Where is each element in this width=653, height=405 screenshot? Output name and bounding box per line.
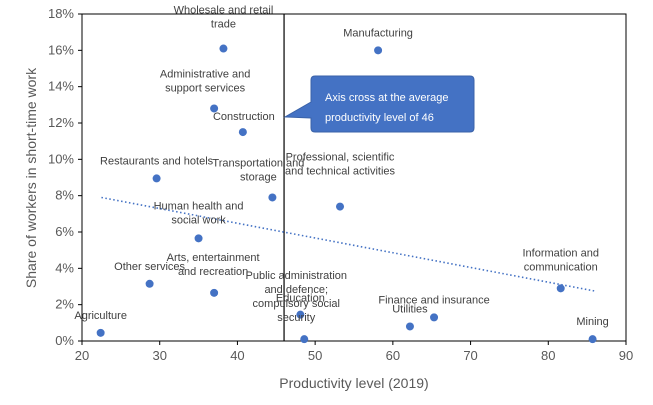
data-point	[336, 202, 345, 211]
data-label: Restaurants and hotels	[100, 155, 214, 167]
callout-text: Axis cross at the average productivity le…	[325, 92, 449, 124]
data-point	[588, 335, 597, 344]
data-label-line: Administrative and	[160, 68, 251, 80]
data-label: Other services	[114, 261, 185, 273]
y-tick-label: 18%	[48, 6, 74, 21]
data-label-line: and technical activities	[285, 166, 396, 178]
data-label-line: Public administration	[246, 270, 348, 282]
data-label: Public administration and defence; compuls…	[246, 270, 348, 324]
callout: Axis cross at the average productivity le…	[283, 75, 475, 133]
x-tick-label: 40	[230, 348, 244, 363]
axes: 0% 2% 4% 6% 8% 10% 12% 14% 16% 18% 20 30 40 50 60 70 80 9…	[48, 6, 633, 363]
data-point	[296, 310, 305, 319]
y-tick-label: 4%	[55, 260, 74, 275]
data-label: Administrative and support services	[160, 68, 251, 94]
data-label-line: security	[277, 312, 315, 324]
data-label: Wholesale and retail trade	[174, 5, 274, 31]
callout-line: Axis cross at the average	[325, 92, 449, 104]
data-label-line: social work	[171, 214, 226, 226]
data-label: Construction	[213, 111, 275, 123]
data-point	[268, 193, 277, 202]
data-label-line: Other services	[114, 261, 185, 273]
data-label-line: Wholesale and retail	[174, 5, 274, 17]
data-label: Transportation and storage	[212, 157, 304, 183]
data-label: Mining	[576, 316, 608, 328]
y-axis-title: Share of workers in short-time work	[23, 67, 39, 288]
data-label: Manufacturing	[343, 27, 413, 39]
data-label-line: Mining	[576, 316, 608, 328]
data-label-line: Arts, entertainment	[167, 252, 260, 264]
data-label-line: support services	[165, 82, 246, 94]
data-label-line: Construction	[213, 111, 275, 123]
x-tick-label: 30	[152, 348, 166, 363]
data-point	[405, 322, 414, 331]
y-tick-label: 16%	[48, 42, 74, 57]
callout-line: productivity level of 46	[325, 112, 434, 124]
data-label: Education	[276, 293, 325, 305]
data-label-line: Human health and	[154, 200, 244, 212]
data-point	[374, 46, 383, 55]
data-label-line: Education	[276, 293, 325, 305]
callout-box	[283, 75, 475, 133]
data-label-line: Manufacturing	[343, 27, 413, 39]
y-tick-label: 6%	[55, 224, 74, 239]
data-label-line: and defence;	[264, 284, 328, 296]
data-label: Information and communication	[523, 247, 599, 273]
data-point	[219, 44, 228, 53]
x-axis-title: Productivity level (2019)	[279, 375, 428, 391]
data-point	[152, 174, 161, 183]
data-label-line: communication	[524, 261, 598, 273]
data-label-line: Transportation and	[212, 157, 304, 169]
data-point	[210, 104, 219, 113]
data-label-line: Finance and insurance	[378, 294, 489, 306]
data-point	[210, 288, 219, 297]
data-label-line: storage	[240, 171, 277, 183]
y-tick-label: 2%	[55, 297, 74, 312]
data-label-line: Utilities	[392, 303, 428, 315]
y-tick-label: 0%	[55, 333, 74, 348]
data-label-line: and recreation	[178, 266, 248, 278]
data-label: Arts, entertainment and recreation	[167, 252, 260, 278]
data-label-line: Restaurants and hotels	[100, 155, 214, 167]
data-label-line: Agriculture	[74, 310, 127, 322]
plot-frame	[81, 13, 627, 342]
data-point	[96, 328, 105, 337]
x-tick-label: 50	[308, 348, 322, 363]
x-tick-label: 80	[541, 348, 555, 363]
data-point	[194, 234, 203, 243]
data-label-line: Information and	[523, 247, 599, 259]
y-tick-label: 14%	[48, 79, 74, 94]
y-tick-label: 8%	[55, 188, 74, 203]
x-tick-label: 60	[386, 348, 400, 363]
data-label: Agriculture	[74, 310, 127, 322]
data-label-line: compulsory social	[253, 298, 340, 310]
data-point	[145, 279, 154, 288]
data-label: Professional, scientific and technical ac…	[285, 152, 396, 178]
x-tick-label: 90	[619, 348, 633, 363]
point-labels: Wholesale and retail trade Manufacturing Ad…	[74, 5, 608, 329]
data-point	[300, 335, 309, 344]
data-label: Utilities	[392, 303, 428, 315]
data-point	[238, 128, 247, 137]
data-label-line: Professional, scientific	[286, 152, 395, 164]
data-point	[430, 313, 439, 322]
x-tick-label: 20	[75, 348, 89, 363]
data-label: Finance and insurance	[378, 294, 489, 306]
y-tick-label: 12%	[48, 115, 74, 130]
y-tick-label: 10%	[48, 151, 74, 166]
data-points	[96, 44, 597, 344]
x-tick-label: 70	[463, 348, 477, 363]
data-label: Human health and social work	[154, 200, 244, 226]
data-point	[556, 284, 565, 293]
data-label-line: trade	[211, 19, 236, 31]
